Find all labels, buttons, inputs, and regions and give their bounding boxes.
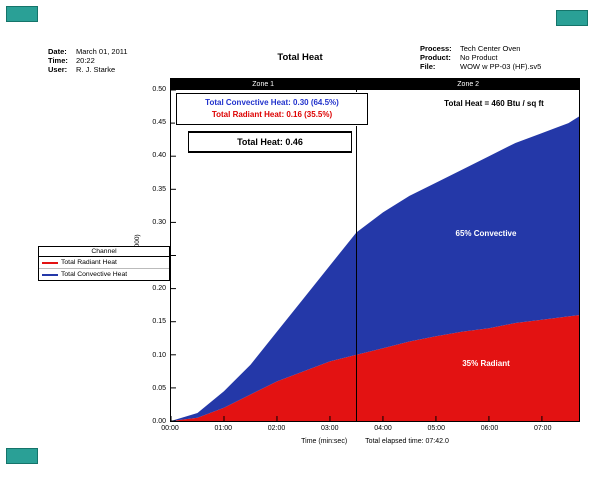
teal-chip-button-top-right[interactable] bbox=[556, 10, 588, 26]
x-tick-label: 06:00 bbox=[480, 425, 499, 432]
header-file-row: File: WOW w PP-03 (HF).sv5 bbox=[420, 62, 541, 71]
user-value: R. J. Starke bbox=[76, 65, 116, 74]
plot-area[interactable] bbox=[171, 90, 579, 421]
convective-area-percent-label: 65% Convective bbox=[455, 229, 517, 238]
zone-bar: Zone 1 Zone 2 bbox=[170, 78, 580, 90]
y-tick-label: 0.15 bbox=[152, 318, 166, 326]
header-user-row: User: R. J. Starke bbox=[48, 65, 128, 74]
header-process-row: Process: Tech Center Oven bbox=[420, 44, 541, 53]
convective-heat-readout: Total Convective Heat: 0.30 (64.5%) bbox=[205, 98, 339, 107]
legend-item-label: Total Radiant Heat bbox=[61, 259, 117, 266]
date-label: Date: bbox=[48, 47, 67, 56]
legend-header: Channel bbox=[39, 247, 169, 257]
legend-swatch bbox=[42, 261, 58, 264]
x-tick-label: 02:00 bbox=[267, 425, 286, 432]
convective-area-series bbox=[171, 116, 579, 421]
zone-1-label: Zone 1 bbox=[252, 80, 275, 88]
date-value: March 01, 2011 bbox=[76, 47, 128, 56]
y-axis-tick-labels: 0.000.050.100.150.200.250.300.350.400.45… bbox=[138, 86, 166, 425]
product-label: Product: bbox=[420, 53, 451, 62]
y-tick-label: 0.30 bbox=[152, 218, 166, 226]
process-value: Tech Center Oven bbox=[460, 44, 521, 53]
zone-2-segment: Zone 2 bbox=[356, 78, 580, 90]
x-tick-label: 01:00 bbox=[214, 425, 232, 432]
plot-frame bbox=[170, 90, 580, 422]
x-tick-label: 04:00 bbox=[374, 425, 392, 432]
y-tick-label: 0.00 bbox=[152, 418, 166, 425]
x-tick-label: 07:00 bbox=[533, 425, 552, 432]
user-label: User: bbox=[48, 65, 68, 74]
file-value: WOW w PP-03 (HF).sv5 bbox=[460, 62, 542, 71]
teal-chip-button-top-left[interactable] bbox=[6, 6, 38, 22]
channel-legend: Channel Total Radiant Heat Total Convect… bbox=[38, 246, 170, 281]
radiant-area-percent-label: 35% Radiant bbox=[462, 359, 510, 368]
y-tick-label: 0.20 bbox=[152, 285, 166, 293]
x-axis-units-label: Time (min:sec) bbox=[301, 438, 348, 445]
header-time-row: Time: 20:22 bbox=[48, 56, 128, 65]
legend-item-convective[interactable]: Total Convective Heat bbox=[39, 268, 169, 280]
process-label: Process: bbox=[420, 44, 452, 53]
legend-item-label: Total Convective Heat bbox=[61, 271, 128, 278]
y-tick-label: 0.05 bbox=[152, 384, 166, 392]
radiant-area-series bbox=[171, 315, 579, 421]
heat-stats-readout-box: Total Convective Heat: 0.30 (64.5%) Tota… bbox=[176, 93, 368, 125]
header-info-right: Process: Tech Center Oven Product: No Pr… bbox=[420, 44, 541, 71]
header-date-row: Date: March 01, 2011 bbox=[48, 47, 128, 56]
product-value: No Product bbox=[460, 53, 498, 62]
chart-region: Zone 1 Zone 2 0.000.050.100.150.200.250.… bbox=[134, 78, 580, 458]
time-label: Time: bbox=[48, 56, 68, 65]
x-axis-caption: Time (min:sec) Total elapsed time: 07:42… bbox=[170, 438, 580, 445]
page-title: Total Heat bbox=[277, 52, 323, 63]
header-product-row: Product: No Product bbox=[420, 53, 541, 62]
y-tick-label: 0.40 bbox=[152, 152, 166, 160]
legend-swatch bbox=[42, 273, 58, 276]
total-heat-readout-box: Total Heat: 0.46 bbox=[188, 131, 352, 153]
teal-chip-button-bottom-left[interactable] bbox=[6, 448, 38, 464]
x-tick-label: 05:00 bbox=[427, 425, 445, 432]
y-tick-label: 0.45 bbox=[152, 119, 166, 127]
file-label: File: bbox=[420, 62, 436, 71]
radiant-heat-readout: Total Radiant Heat: 0.16 (35.5%) bbox=[211, 110, 333, 119]
total-btu-label: Total Heat = 460 Btu / sq ft bbox=[444, 99, 544, 108]
y-tick-label: 0.10 bbox=[152, 351, 166, 359]
zone-2-label: Zone 2 bbox=[457, 80, 480, 88]
y-tick-label: 0.35 bbox=[152, 185, 166, 193]
x-axis-tick-labels: 00:00 01:00 02:00 03:00 04:00 05:00 06:00 07:00 bbox=[161, 425, 580, 435]
time-value: 20:22 bbox=[76, 56, 95, 65]
elapsed-time-label: Total elapsed time: 07:42.0 bbox=[365, 438, 449, 445]
x-tick-label: 00:00 bbox=[161, 425, 179, 432]
zone-1-segment: Zone 1 bbox=[170, 78, 356, 90]
legend-item-radiant[interactable]: Total Radiant Heat bbox=[39, 257, 169, 268]
axis-ticks bbox=[171, 90, 543, 421]
y-tick-label: 0.50 bbox=[152, 86, 166, 93]
x-tick-label: 03:00 bbox=[320, 425, 339, 432]
header-info-left: Date: March 01, 2011 Time: 20:22 User: R… bbox=[48, 47, 128, 74]
